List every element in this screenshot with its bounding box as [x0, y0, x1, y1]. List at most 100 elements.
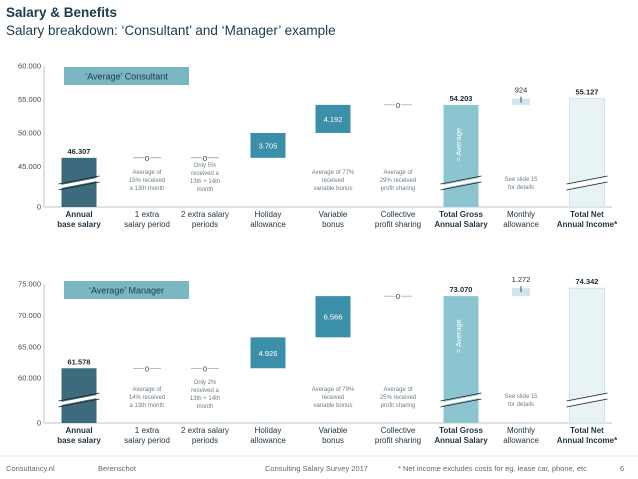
panel2-value-label-4: 4.926 — [259, 349, 278, 358]
panel2-bar-7 — [443, 296, 479, 423]
panel1-break-line-b-9 — [566, 181, 608, 191]
panel1-category-label-2: salary period — [124, 220, 170, 229]
panel1-y-tick-label: 55.000 — [18, 95, 41, 104]
panel1-note-3: Only 5% — [194, 163, 217, 169]
panel1-category-label-5: bonus — [322, 220, 344, 229]
panel2-note-3: 13th + 14th — [190, 396, 220, 402]
panel1-break-line-b-7 — [440, 181, 482, 191]
panel2-category-label-5: Variable — [319, 426, 348, 435]
panel2-note-5: received — [322, 395, 345, 401]
panel2-value-label-2: 0 — [145, 364, 149, 373]
panel2-note-3: month — [197, 404, 214, 410]
panel1-category-label-6: Collective — [381, 210, 416, 219]
panel2-value-label-7: 73.070 — [450, 285, 473, 294]
panel1-break-mask-1 — [58, 177, 100, 189]
panel1-category-label-9: Annual Income* — [557, 220, 618, 229]
footer-partner: Berenschot — [98, 464, 136, 473]
footer-note: * Net income excludes costs for eg. leas… — [398, 464, 587, 473]
panel2-note-3: Only 2% — [194, 380, 217, 386]
panel1-value-label-3: 0 — [203, 154, 207, 163]
panel2-category-label-1: base salary — [57, 436, 101, 445]
panel1-break-line-a-1 — [58, 175, 100, 185]
panel2-category-label-8: Monthly — [507, 426, 535, 435]
panel1-bar-7 — [443, 104, 479, 207]
panel2-category-label-4: allowance — [250, 436, 286, 445]
panel1-value-label-8: 924 — [515, 86, 528, 95]
footer-page-number: 6 — [620, 464, 625, 473]
panel1-y-tick-label: 0 — [37, 203, 41, 212]
panel1-value-label-4: 3.705 — [259, 141, 278, 150]
panel1-category-label-7: Annual Salary — [434, 220, 488, 229]
panel2-category-label-6: profit sharing — [375, 436, 421, 445]
panel1-y-tick-label: 45.000 — [18, 162, 41, 171]
panel2-bar-1 — [61, 368, 97, 423]
panel1-bar-5 — [315, 104, 351, 133]
panel1-value-label-1: 46.307 — [68, 147, 91, 156]
panel2-badge — [64, 281, 189, 299]
panel1-category-label-8: Monthly — [507, 210, 535, 219]
panel2-note-5: Average of 79% — [312, 387, 355, 393]
panel1-category-label-6: profit sharing — [375, 220, 421, 229]
panel1-badge — [64, 67, 189, 85]
panel2-category-label-2: salary period — [124, 436, 170, 445]
page-title: Salary & Benefits — [6, 5, 118, 20]
panel1-category-label-3: 2 extra salary — [181, 210, 229, 219]
panel1-note-3: 13th + 14th — [190, 179, 220, 185]
footer-survey: Consulting Salary Survey 2017 — [265, 464, 368, 473]
footer-site: Consultancy.nl — [6, 464, 55, 473]
panel2-category-label-9: Annual Income* — [557, 436, 618, 445]
panel2-category-label-8: allowance — [503, 436, 539, 445]
panel2-y-tick-label: 70.000 — [18, 311, 41, 320]
panel1-note-2: a 13th month — [129, 186, 164, 192]
panel1-category-label-1: Annual — [65, 210, 92, 219]
panel1-category-label-8: allowance — [503, 220, 539, 229]
panel2-break-line-a-7 — [440, 392, 482, 402]
panel1-break-line-b-1 — [58, 181, 100, 191]
panel1-category-label-4: allowance — [250, 220, 286, 229]
panel1-note-5: Average of 77% — [312, 170, 355, 176]
panel2-break-mask-9 — [566, 394, 608, 406]
panel2-value-label-9: 74.342 — [576, 277, 599, 286]
panel1-value-label-9: 55.127 — [576, 88, 599, 97]
panel2-category-label-7: Total Gross — [439, 426, 483, 435]
panel2-note-8: See slide 15 — [504, 394, 538, 400]
panel1-value-label-2: 0 — [145, 154, 149, 163]
panel2-bar-4 — [250, 337, 286, 369]
panel2-break-line-b-7 — [440, 398, 482, 408]
panel1-value-label-6: 0 — [396, 101, 400, 110]
panel2-note-2: Average of — [133, 387, 162, 393]
panel1-note-6: 29% received — [380, 178, 416, 184]
panel2-break-line-a-1 — [58, 392, 100, 402]
panel2-value-label-3: 0 — [203, 364, 207, 373]
panel2-value-label-5: 6.566 — [324, 313, 343, 322]
panel1-note-8: See slide 15 — [504, 177, 538, 183]
panel1-note-5: variable bonus — [313, 186, 352, 192]
panel2-break-line-a-9 — [566, 392, 608, 402]
panel1-break-mask-9 — [566, 177, 608, 189]
panel2-break-line-b-1 — [58, 398, 100, 408]
panel2-y-tick-label: 60.000 — [18, 374, 41, 383]
panel2-break-line-b-9 — [566, 398, 608, 408]
panel1-break-mask-7 — [440, 177, 482, 189]
panel1-category-label-5: Variable — [319, 210, 348, 219]
panel2-value-label-6: 0 — [396, 292, 400, 301]
panel2-y-tick-label: 65.000 — [18, 342, 41, 351]
panel2-bar-5 — [315, 296, 351, 338]
panel2-note-2: 14% received — [129, 395, 165, 401]
panel1-bar-9 — [569, 98, 605, 208]
panel2-total-bar-text: = Average — [454, 319, 463, 353]
panel2-category-label-3: 2 extra salary — [181, 426, 229, 435]
panel2-category-label-6: Collective — [381, 426, 416, 435]
panel1-category-label-3: periods — [192, 220, 218, 229]
panel1-category-label-9: Total Net — [570, 210, 604, 219]
panel2-note-3: received a — [191, 388, 219, 394]
panel2-break-mask-1 — [58, 394, 100, 406]
panel1-note-6: profit sharing — [381, 186, 416, 192]
panel1-y-tick-label: 60.000 — [18, 62, 41, 71]
panel2-y-tick-label: 0 — [37, 419, 41, 428]
panel2-category-label-3: periods — [192, 436, 218, 445]
panel2-category-label-2: 1 extra — [135, 426, 160, 435]
panel1-break-line-a-9 — [566, 175, 608, 185]
panel1-note-2: Average of — [133, 170, 162, 176]
